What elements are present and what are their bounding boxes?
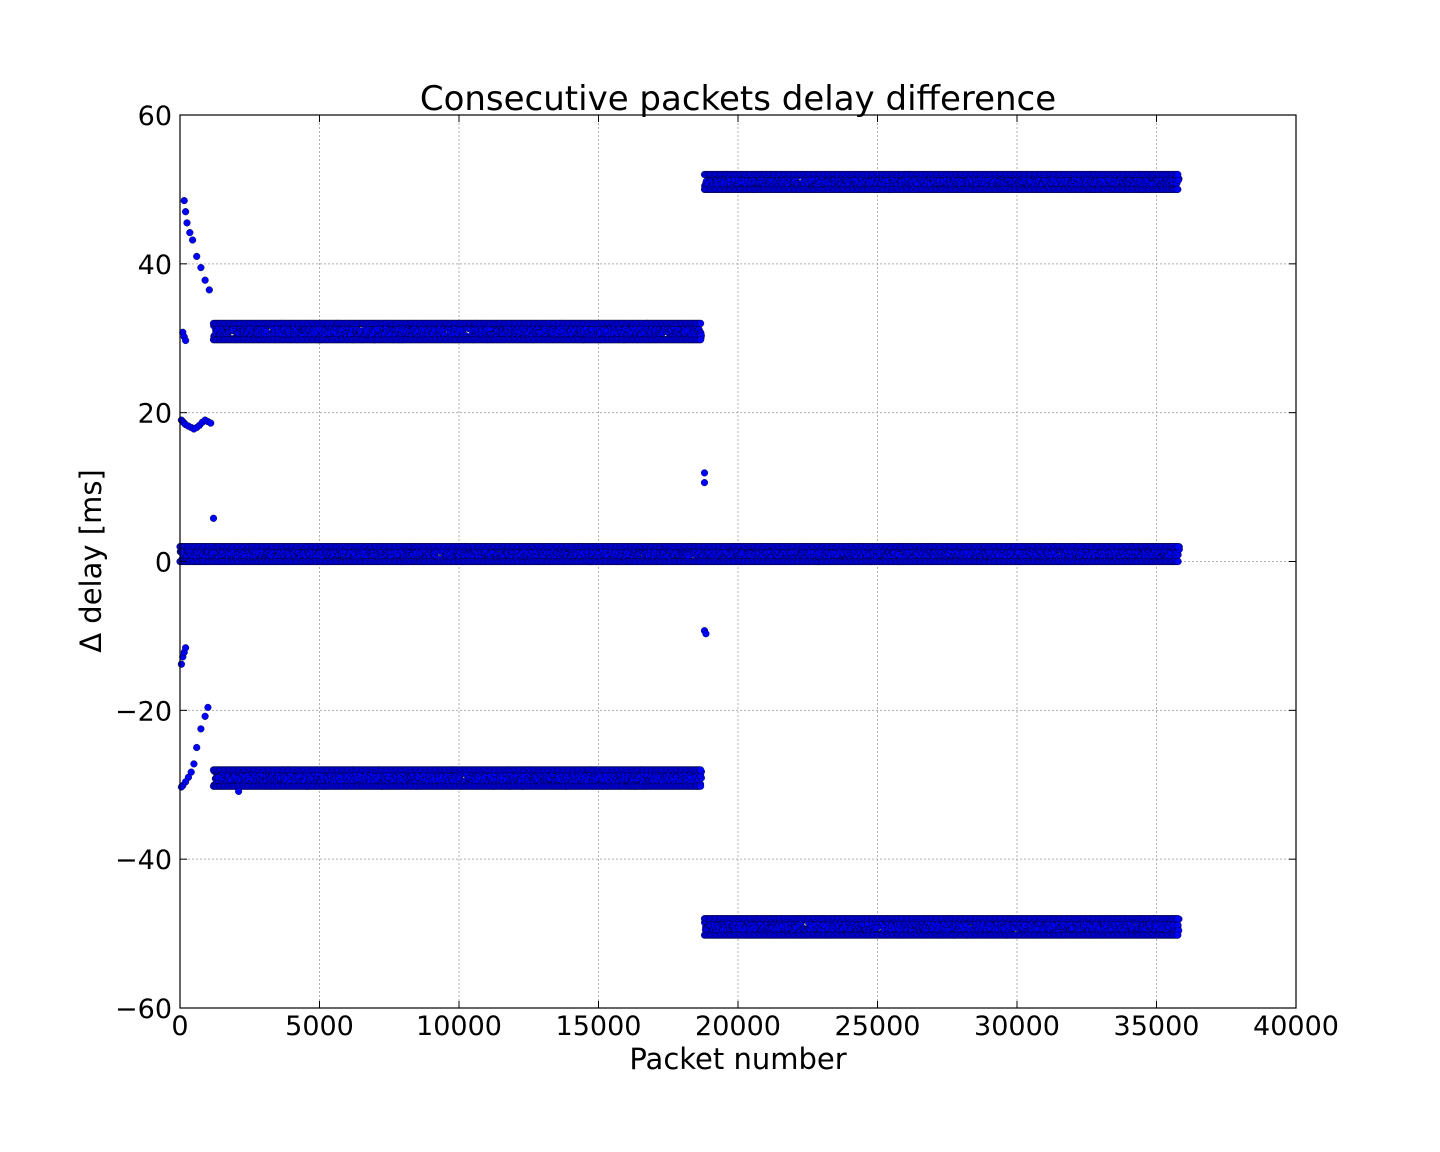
data-point-near-zero: [1175, 543, 1182, 550]
scatter-chart: 0 5000 10000 15000 20000 25000 30000 35000 40000…: [0, 0, 1440, 1152]
data-point-near-zero: [1175, 558, 1182, 565]
